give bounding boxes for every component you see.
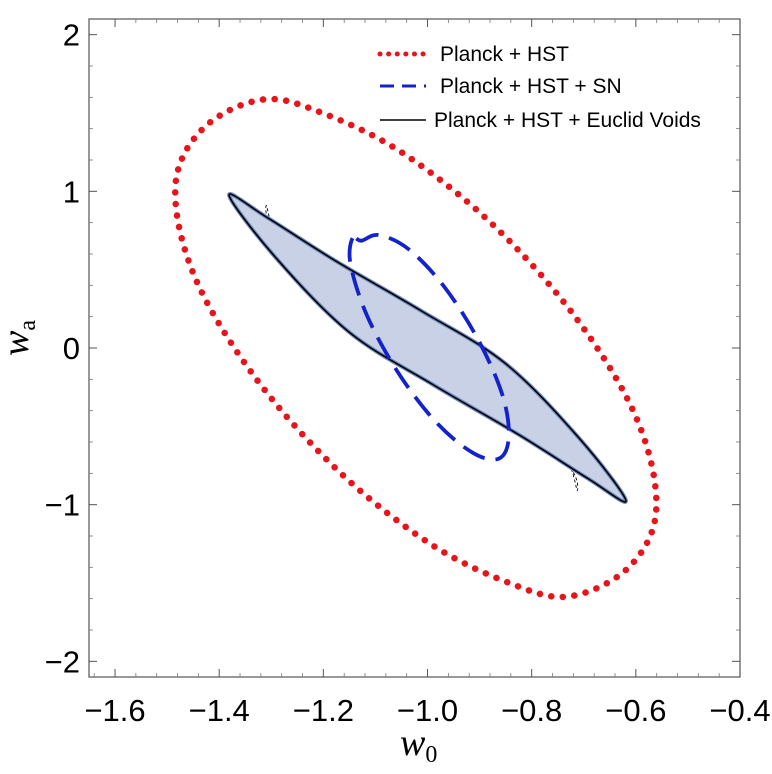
contour-planck-hst-euclid-voids [228, 193, 627, 503]
x-axis-label-symbol: w [400, 722, 426, 764]
contour-euclid-voids-fill [227, 192, 628, 504]
y-axis-label-subscript: a [15, 320, 41, 331]
y-tick-label: 2 [63, 18, 80, 53]
x-tick-label: −1.6 [84, 693, 145, 728]
y-tick-label: −2 [45, 644, 80, 679]
legend-item-planck-hst-euclid-voids: Planck + HST + Euclid Voids [380, 109, 701, 132]
legend-label-planck-hst-euclid-voids: Planck + HST + Euclid Voids [434, 109, 701, 132]
tick-marks [89, 19, 741, 677]
y-tick-label: −1 [45, 488, 80, 523]
x-axis-label-subscript: 0 [425, 742, 437, 768]
legend-item-planck-hst-sn: Planck + HST + SN [380, 75, 622, 98]
y-axis-label-symbol: w [0, 330, 37, 356]
contour-layer [171, 95, 660, 601]
x-tick-label: −1.2 [293, 693, 354, 728]
x-tick-label: −0.6 [605, 693, 666, 728]
y-axis-label: wa [0, 320, 41, 356]
x-tick-label: −1.0 [397, 693, 458, 728]
y-tick-label: 1 [63, 174, 80, 209]
legend-label-planck-hst-sn: Planck + HST + SN [440, 75, 622, 98]
legend-item-planck-hst: Planck + HST [377, 43, 569, 66]
x-tick-label: −0.8 [501, 693, 562, 728]
tick-labels: −1.6 −1.4 −1.2 −1.0 −0.8 −0.6 −0.4 −2 −1 0 1 2 [45, 18, 771, 728]
legend-label-planck-hst: Planck + HST [440, 43, 569, 66]
x-axis-label: w0 [400, 722, 437, 768]
x-tick-label: −1.4 [189, 693, 250, 728]
legend: Planck + HST Planck + HST + SN Planck + … [377, 43, 701, 132]
x-tick-label: −0.4 [709, 693, 770, 728]
y-tick-label: 0 [63, 331, 80, 366]
